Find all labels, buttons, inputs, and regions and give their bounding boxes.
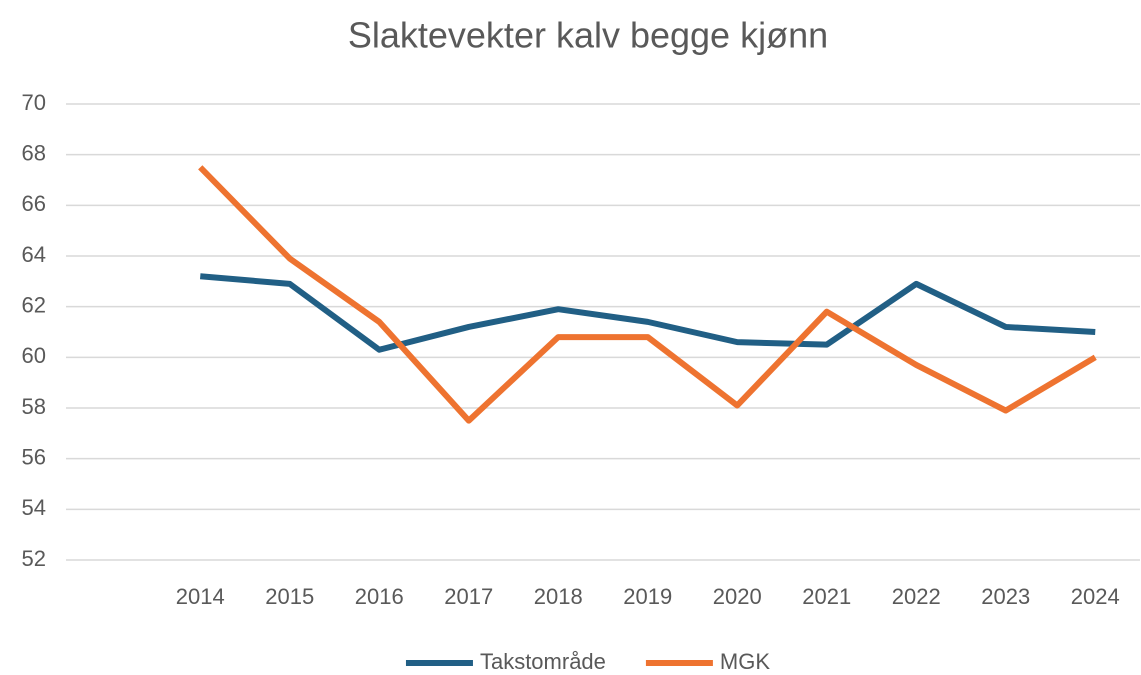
x-tick-label: 2015 [265, 584, 314, 609]
y-tick-label: 54 [22, 495, 46, 520]
x-tick-label: 2022 [892, 584, 941, 609]
chart-title: Slaktevekter kalv begge kjønn [348, 15, 828, 56]
series-line [198, 165, 1097, 424]
y-tick-label: 58 [22, 394, 46, 419]
y-tick-label: 52 [22, 546, 46, 571]
y-tick-label: 64 [22, 242, 46, 267]
x-tick-label: 2023 [981, 584, 1030, 609]
x-tick-label: 2014 [176, 584, 225, 609]
legend-label: MGK [720, 649, 770, 674]
x-tick-label: 2019 [623, 584, 672, 609]
y-tick-label: 70 [22, 90, 46, 115]
y-tick-label: 66 [22, 191, 46, 216]
x-tick-label: 2016 [355, 584, 404, 609]
x-tick-label: 2024 [1071, 584, 1120, 609]
x-tick-label: 2020 [713, 584, 762, 609]
y-tick-label: 60 [22, 343, 46, 368]
y-tick-label: 68 [22, 140, 46, 165]
x-tick-label: 2021 [802, 584, 851, 609]
y-tick-label: 56 [22, 444, 46, 469]
y-tick-label: 62 [22, 292, 46, 317]
x-tick-label: 2018 [534, 584, 583, 609]
legend-label: Takstområde [480, 649, 606, 674]
series-line [199, 273, 1096, 353]
x-tick-label: 2017 [444, 584, 493, 609]
